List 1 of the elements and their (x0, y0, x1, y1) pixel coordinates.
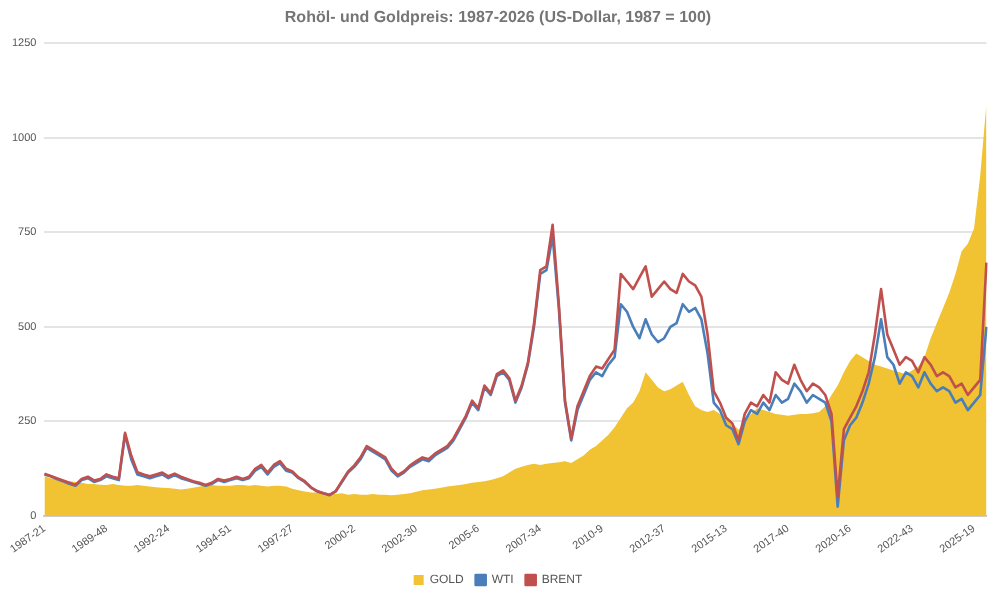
chart-title: Rohöl- und Goldpreis: 1987-2026 (US-Dollar, 1987 = 100) (284, 8, 712, 27)
